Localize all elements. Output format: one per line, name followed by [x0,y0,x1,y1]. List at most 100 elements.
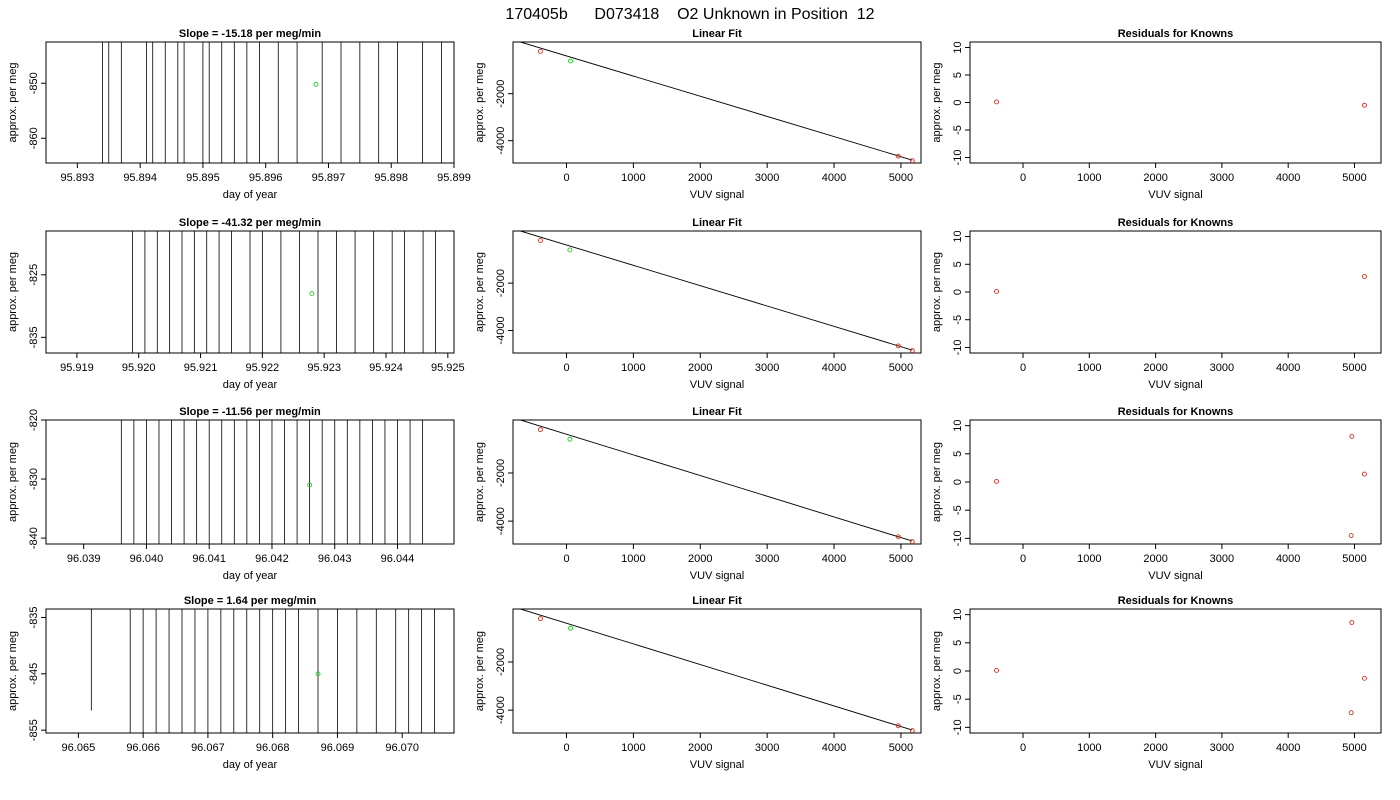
row4-residuals-title: Residuals for Knowns [1118,595,1234,607]
row3-linear-fit-fit-line [519,420,913,542]
row4-residuals-ytick-label: -5 [952,694,964,704]
row1-timeseries-xtick-label: 95.898 [374,172,408,184]
row2-linear-fit-unknown-point [567,247,573,253]
row4-residuals-ytick-label: -10 [952,719,964,735]
row1-linear-fit-xtick-label: 3000 [755,172,779,184]
row1-residuals-xtick-label: 1000 [1077,172,1101,184]
row4-linear-fit-unknown-point [568,625,573,631]
row1-residuals-known-point [994,99,999,105]
row4-linear-fit-xtick-label: 5000 [889,742,913,754]
row1-residuals-ytick-label: 5 [952,72,964,78]
row2-residuals-ylabel: approx. per meg [931,252,943,332]
row4-linear-fit-plot-area [519,609,915,733]
row2-linear-fit-known-point [895,343,901,349]
row3-residuals-xtick-label: 1000 [1077,553,1101,565]
row4-residuals-xtick-label: 0 [1020,742,1026,754]
row1-timeseries-panel: Slope = -15.18 per meg/min 95.893 95.894 95… [7,28,471,201]
row1-linear-fit-fit-line [519,42,913,161]
row3-linear-fit-panel: Linear Fit 0 1000 2000 3000 4000 5000 -2000 -400… [474,406,922,582]
row3-timeseries-xtick-label: 96.043 [318,553,352,565]
row3-timeseries-xtick-label: 96.041 [192,553,226,565]
row4-residuals-known-point [994,667,999,673]
row3-linear-fit-ylabel: approx. per meg [474,442,486,522]
row4-residuals-known-point [1349,620,1355,625]
row2-residuals-ytick-label: 0 [952,289,964,295]
row1-linear-fit-xtick-label: 1000 [621,172,645,184]
row2-residuals-xtick-label: 5000 [1342,362,1366,374]
row4-timeseries-xtick-label: 96.068 [256,742,290,754]
row4-residuals-ylabel: approx. per meg [931,631,943,711]
row3-timeseries-plot-area [120,420,424,544]
row2-linear-fit-plot-area [519,231,915,353]
row3-timeseries-panel: Slope = -11.56 per meg/min 96.039 96.040 96… [7,406,455,582]
row2-linear-fit-title: Linear Fit [692,217,742,229]
row2-linear-fit-known-point [537,238,543,243]
row4-timeseries-frame [45,608,455,734]
row4-timeseries-ytick-label: -855 [28,719,40,741]
row3-linear-fit-xtick-label: 0 [563,553,569,565]
row1-residuals-known-point [1361,102,1367,108]
row4-linear-fit-xtick-label: 3000 [755,742,779,754]
row1-timeseries-xlabel: day of year [223,189,278,201]
row4-linear-fit-known-point [537,616,543,622]
row1-residuals-ytick-label: -10 [952,150,964,166]
row3-timeseries-trace-line [120,420,424,544]
row4-residuals-ytick-label: 10 [952,609,964,621]
row2-residuals-xtick-label: 3000 [1210,362,1234,374]
row2-linear-fit-xtick-label: 3000 [755,362,779,374]
row2-linear-fit-known-point [909,348,915,353]
row1-timeseries-xtick-label: 95.893 [61,172,95,184]
row2-residuals-xtick-label: 0 [1020,362,1026,374]
row1-residuals-xtick-label: 4000 [1276,172,1300,184]
row3-linear-fit-frame [512,419,922,545]
row1-timeseries-unknown-point [313,81,319,87]
row1-residuals-xtick-label: 5000 [1342,172,1366,184]
row1-residuals-xtick-label: 2000 [1143,172,1167,184]
row1-timeseries-xtick-label: 95.896 [249,172,283,184]
row2-residuals-title: Residuals for Knowns [1118,217,1234,229]
row3-timeseries-frame [45,419,455,545]
row4-timeseries-unknown-point [315,671,321,677]
row4-residuals-xtick-label: 2000 [1143,742,1167,754]
row4-residuals-xlabel: VUV signal [1148,759,1202,771]
row1-timeseries-xtick-label: 95.895 [186,172,220,184]
row3-linear-fit-known-point [537,427,543,433]
row2-timeseries-title: Slope = -41.32 per meg/min [179,217,321,229]
row2-timeseries-xlabel: day of year [223,379,278,391]
row4-residuals-known-point [1361,675,1367,681]
row3-linear-fit-known-point [895,534,901,540]
row4-linear-fit-panel: Linear Fit 0 1000 2000 3000 4000 5000 -2000 -400… [474,595,922,771]
row1-linear-fit-xlabel: VUV signal [690,189,744,201]
row4-timeseries-ytick-label: -845 [28,663,40,685]
row1-residuals-ytick-label: 10 [952,41,964,53]
row1-timeseries-xtick-label: 95.899 [437,172,471,184]
row3-linear-fit-ytick-label: -2000 [495,459,507,487]
row3-residuals-ytick-label: 5 [952,451,964,457]
row2-residuals-frame [969,230,1382,354]
row1-timeseries-xtick-label: 95.894 [123,172,157,184]
row1-residuals-plot-area [994,99,1367,108]
row1-timeseries-trace-line [102,42,442,163]
row1-linear-fit-title: Linear Fit [692,28,742,40]
row4-timeseries-xtick-label: 96.070 [385,742,419,754]
row3-residuals-xtick-label: 0 [1020,553,1026,565]
row1-residuals-title: Residuals for Knowns [1118,28,1234,40]
row3-timeseries-xtick-label: 96.042 [255,553,289,565]
row4-linear-fit-known-point [895,723,901,729]
row2-timeseries-xtick-label: 95.924 [369,362,403,374]
row2-linear-fit-xtick-label: 1000 [621,362,645,374]
row2-linear-fit-ylabel: approx. per meg [474,252,486,332]
row4-residuals-xtick-label: 4000 [1276,742,1300,754]
row4-timeseries-xlabel: day of year [223,759,278,771]
row3-residuals-xtick-label: 4000 [1276,553,1300,565]
row4-linear-fit-ytick-label: -2000 [495,648,507,676]
row3-residuals-known-point [994,478,999,484]
row1-timeseries-frame [45,41,455,164]
row2-linear-fit-frame [512,230,922,354]
row3-residuals-known-point [1348,533,1354,538]
row2-residuals-xtick-label: 4000 [1276,362,1300,374]
row3-linear-fit-xlabel: VUV signal [690,570,744,582]
row2-residuals-ytick-label: -5 [952,315,964,325]
row4-timeseries-plot-area [90,609,435,733]
row2-timeseries-xtick-label: 95.923 [307,362,341,374]
